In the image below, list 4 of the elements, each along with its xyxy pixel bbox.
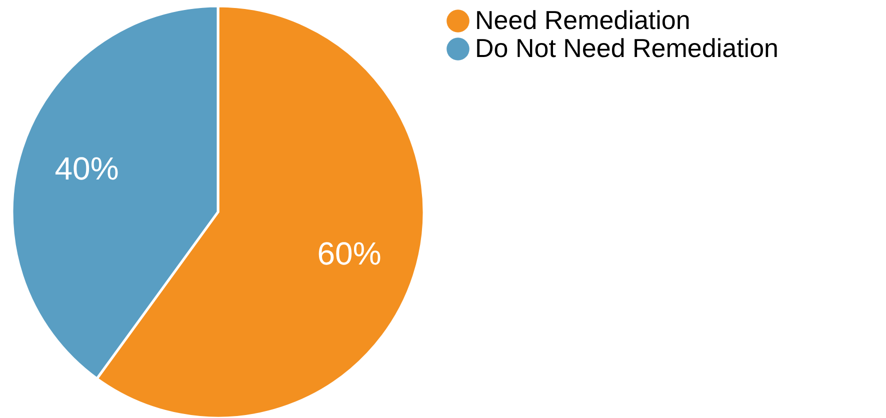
data-label: 40%: [54, 150, 119, 186]
legend-label: Need Remediation: [475, 5, 690, 35]
data-label: 60%: [317, 236, 382, 272]
legend-label: Do Not Need Remediation: [475, 33, 778, 63]
